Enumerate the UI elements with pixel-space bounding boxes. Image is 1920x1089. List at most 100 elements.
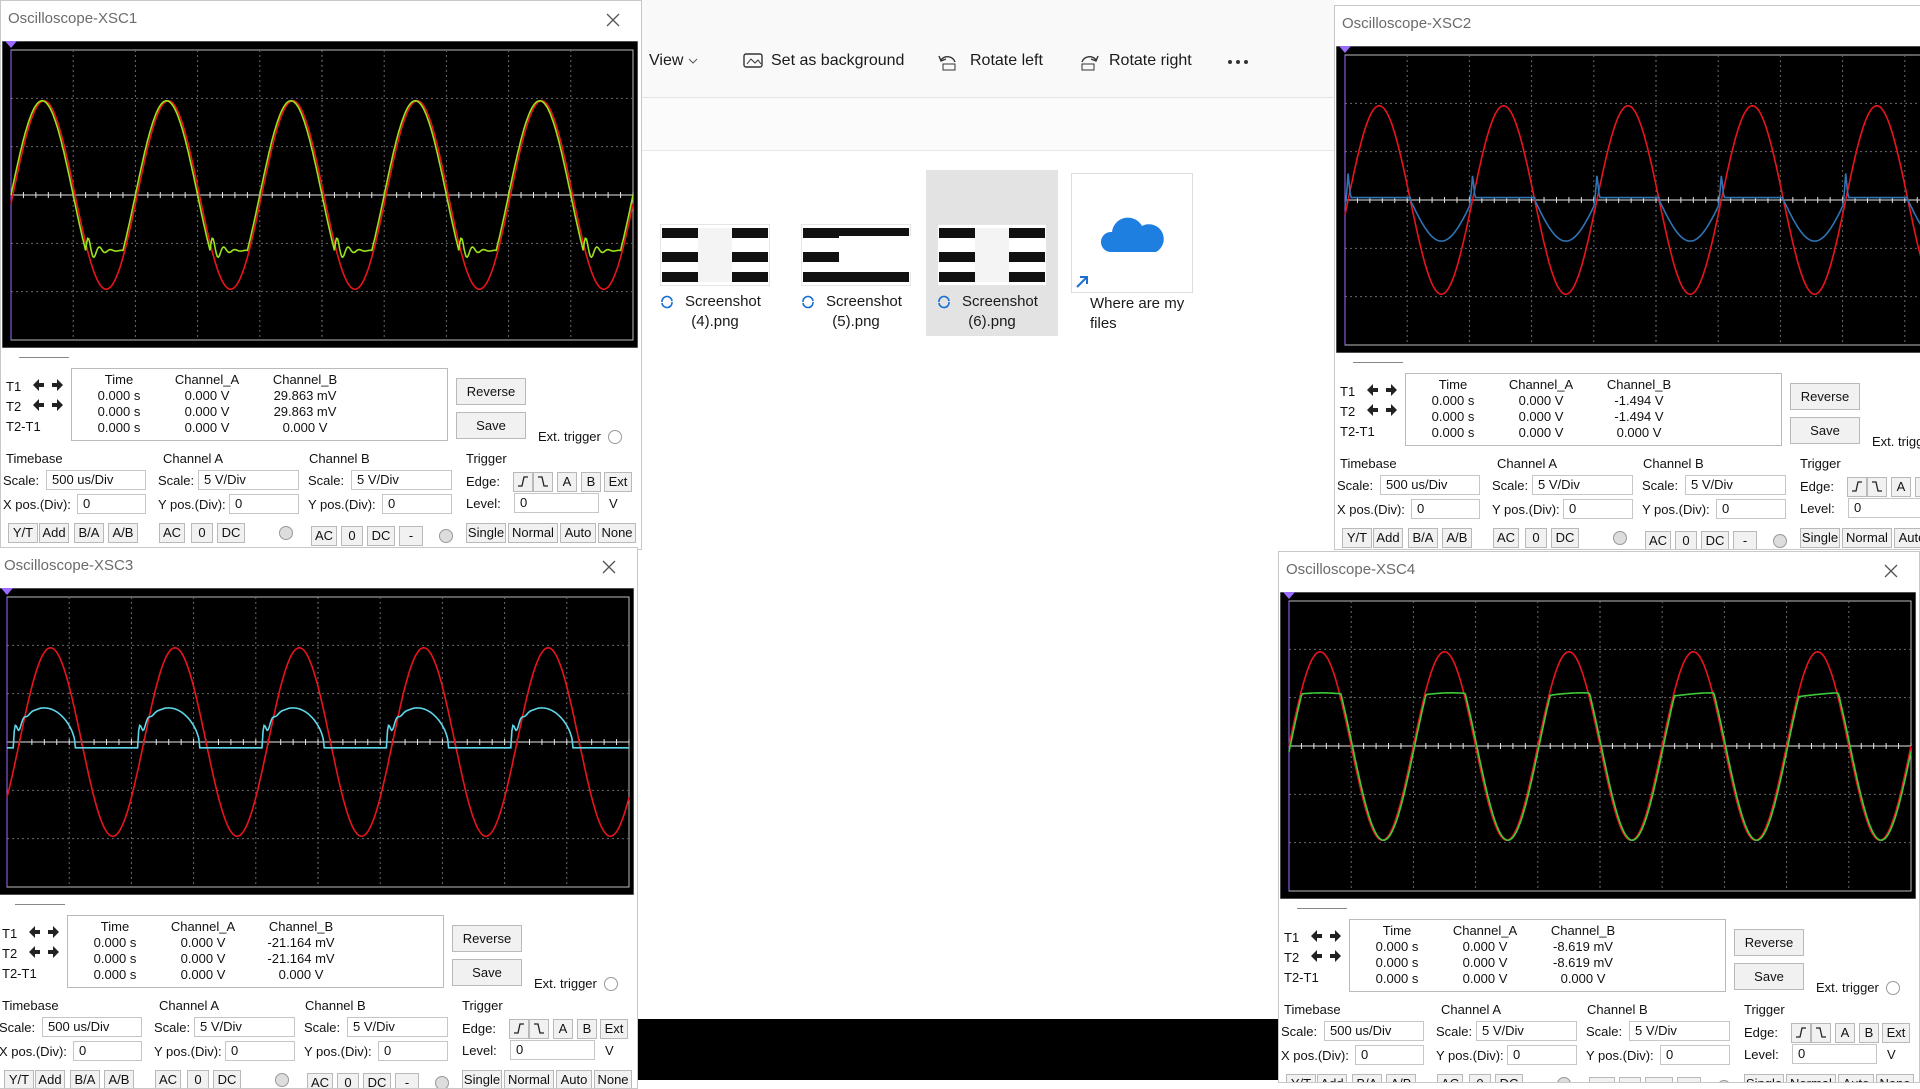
coupling-dc[interactable]: DC	[1551, 528, 1579, 548]
coupling-dash[interactable]: -	[395, 1073, 419, 1088]
coupling-dc[interactable]: DC	[367, 526, 395, 546]
coupling-zero[interactable]: 0	[1619, 1077, 1641, 1082]
close-button[interactable]	[605, 12, 621, 28]
timebase-scale[interactable]: 500 us/Div	[1380, 475, 1480, 495]
coupling-zero[interactable]: 0	[337, 1073, 359, 1088]
x-position[interactable]: 0	[1355, 1045, 1424, 1065]
channel-a-scale[interactable]: 5 V/Div	[1532, 475, 1633, 495]
coupling-ac[interactable]: AC	[307, 1073, 333, 1088]
mode-button[interactable]: A/B	[1386, 1074, 1416, 1082]
timebase-scale[interactable]: 500 us/Div	[46, 470, 146, 490]
mode-button[interactable]: A/B	[1442, 528, 1472, 548]
trigger-a[interactable]: A	[557, 472, 577, 492]
mode-button[interactable]: B/A	[1352, 1074, 1382, 1082]
edge-button[interactable]	[1847, 477, 1867, 497]
rotate-right[interactable]: Rotate right	[1109, 52, 1192, 69]
cursor-arrows[interactable]	[28, 925, 60, 939]
trigger-mode[interactable]: None	[598, 523, 636, 543]
ext-trigger-radio[interactable]	[608, 430, 622, 444]
cursor-arrows[interactable]	[32, 398, 64, 412]
reverse-button[interactable]: Reverse	[1734, 928, 1804, 956]
coupling-zero[interactable]: 0	[1525, 528, 1547, 548]
coupling-zero[interactable]: 0	[341, 526, 363, 546]
coupling-dc[interactable]: DC	[217, 523, 245, 543]
reverse-button[interactable]: Reverse	[1790, 382, 1860, 410]
edge-button[interactable]	[513, 472, 533, 492]
mode-button[interactable]: Y/T	[8, 523, 38, 543]
cursor-arrows[interactable]	[1310, 949, 1342, 963]
coupling-ac[interactable]: AC	[1589, 1077, 1615, 1082]
edge-button[interactable]	[533, 472, 553, 492]
close-button[interactable]	[1883, 563, 1899, 579]
coupling-ac[interactable]: AC	[159, 523, 185, 543]
coupling-dash[interactable]: -	[1677, 1077, 1701, 1082]
channel-a-radio[interactable]	[275, 1073, 289, 1087]
channel-b-scale[interactable]: 5 V/Div	[1629, 1021, 1730, 1041]
rotate-left[interactable]: Rotate left	[970, 52, 1043, 69]
coupling-dc[interactable]: DC	[1495, 1074, 1523, 1082]
cursor-arrows[interactable]	[1366, 383, 1398, 397]
trigger-level[interactable]: 0	[1848, 498, 1920, 518]
trigger-mode[interactable]: Single	[466, 523, 506, 543]
channel-b-scale[interactable]: 5 V/Div	[1685, 475, 1786, 495]
trigger-level[interactable]: 0	[510, 1040, 595, 1060]
trigger-a[interactable]: A	[1835, 1023, 1855, 1043]
channel-a-radio[interactable]	[1557, 1077, 1571, 1082]
channel-b-scale[interactable]: 5 V/Div	[347, 1017, 448, 1037]
file-tile[interactable]: Screenshot (5).png	[790, 170, 922, 336]
trigger-mode[interactable]: Single	[1800, 528, 1840, 548]
save-button[interactable]: Save	[452, 958, 522, 986]
save-button[interactable]: Save	[456, 411, 526, 439]
set-background[interactable]: Set as background	[771, 52, 905, 69]
coupling-zero[interactable]: 0	[1675, 531, 1697, 549]
trigger-b[interactable]: B	[1915, 477, 1920, 497]
channel-b-ypos[interactable]: 0	[378, 1041, 448, 1061]
trigger-a[interactable]: A	[553, 1019, 573, 1039]
close-button[interactable]	[601, 559, 617, 575]
trigger-mode[interactable]: Auto	[560, 523, 596, 543]
channel-a-ypos[interactable]: 0	[229, 494, 299, 514]
trigger-mode[interactable]: Normal	[508, 523, 558, 543]
channel-a-ypos[interactable]: 0	[1507, 1045, 1577, 1065]
mode-button[interactable]: Add	[1373, 528, 1403, 548]
coupling-dc[interactable]: DC	[1645, 1077, 1673, 1082]
edge-button[interactable]	[509, 1019, 529, 1039]
timebase-scale[interactable]: 500 us/Div	[1324, 1021, 1424, 1041]
trigger-mode[interactable]: Auto	[1838, 1074, 1874, 1082]
cursor-arrows[interactable]	[28, 945, 60, 959]
trigger-a[interactable]: A	[1891, 477, 1911, 497]
x-position[interactable]: 0	[77, 494, 146, 514]
mode-button[interactable]: Y/T	[1286, 1074, 1316, 1082]
timebase-scale[interactable]: 500 us/Div	[42, 1017, 142, 1037]
mode-button[interactable]: B/A	[1408, 528, 1438, 548]
trigger-mode[interactable]: None	[1876, 1074, 1914, 1082]
save-button[interactable]: Save	[1734, 962, 1804, 990]
ext-trigger-radio[interactable]	[604, 977, 618, 991]
ext-trigger-radio[interactable]	[1886, 981, 1900, 995]
trigger-b[interactable]: B	[1859, 1023, 1879, 1043]
channel-b-radio[interactable]	[1773, 534, 1787, 548]
channel-b-ypos[interactable]: 0	[1716, 499, 1786, 519]
coupling-ac[interactable]: AC	[1437, 1074, 1463, 1082]
channel-a-ypos[interactable]: 0	[1563, 499, 1633, 519]
mode-button[interactable]: Add	[39, 523, 69, 543]
mode-button[interactable]: Y/T	[1342, 528, 1372, 548]
channel-a-scale[interactable]: 5 V/Div	[194, 1017, 295, 1037]
trigger-mode[interactable]: Single	[1744, 1074, 1784, 1082]
coupling-dc[interactable]: DC	[1701, 531, 1729, 549]
trigger-mode[interactable]: Auto	[1894, 528, 1920, 548]
cursor-arrows[interactable]	[1366, 403, 1398, 417]
edge-button[interactable]	[1811, 1023, 1831, 1043]
save-button[interactable]: Save	[1790, 416, 1860, 444]
edge-button[interactable]	[1867, 477, 1887, 497]
file-tile[interactable]: Screenshot (6).png	[926, 170, 1058, 336]
mode-button[interactable]: A/B	[108, 523, 138, 543]
x-position[interactable]: 0	[73, 1041, 142, 1061]
more-button[interactable]	[1226, 55, 1250, 69]
channel-b-radio[interactable]	[439, 529, 453, 543]
channel-a-radio[interactable]	[1613, 531, 1627, 545]
channel-a-scale[interactable]: 5 V/Div	[1476, 1021, 1577, 1041]
trigger-b[interactable]: B	[581, 472, 601, 492]
coupling-ac[interactable]: AC	[311, 526, 337, 546]
mode-button[interactable]: B/A	[74, 523, 104, 543]
